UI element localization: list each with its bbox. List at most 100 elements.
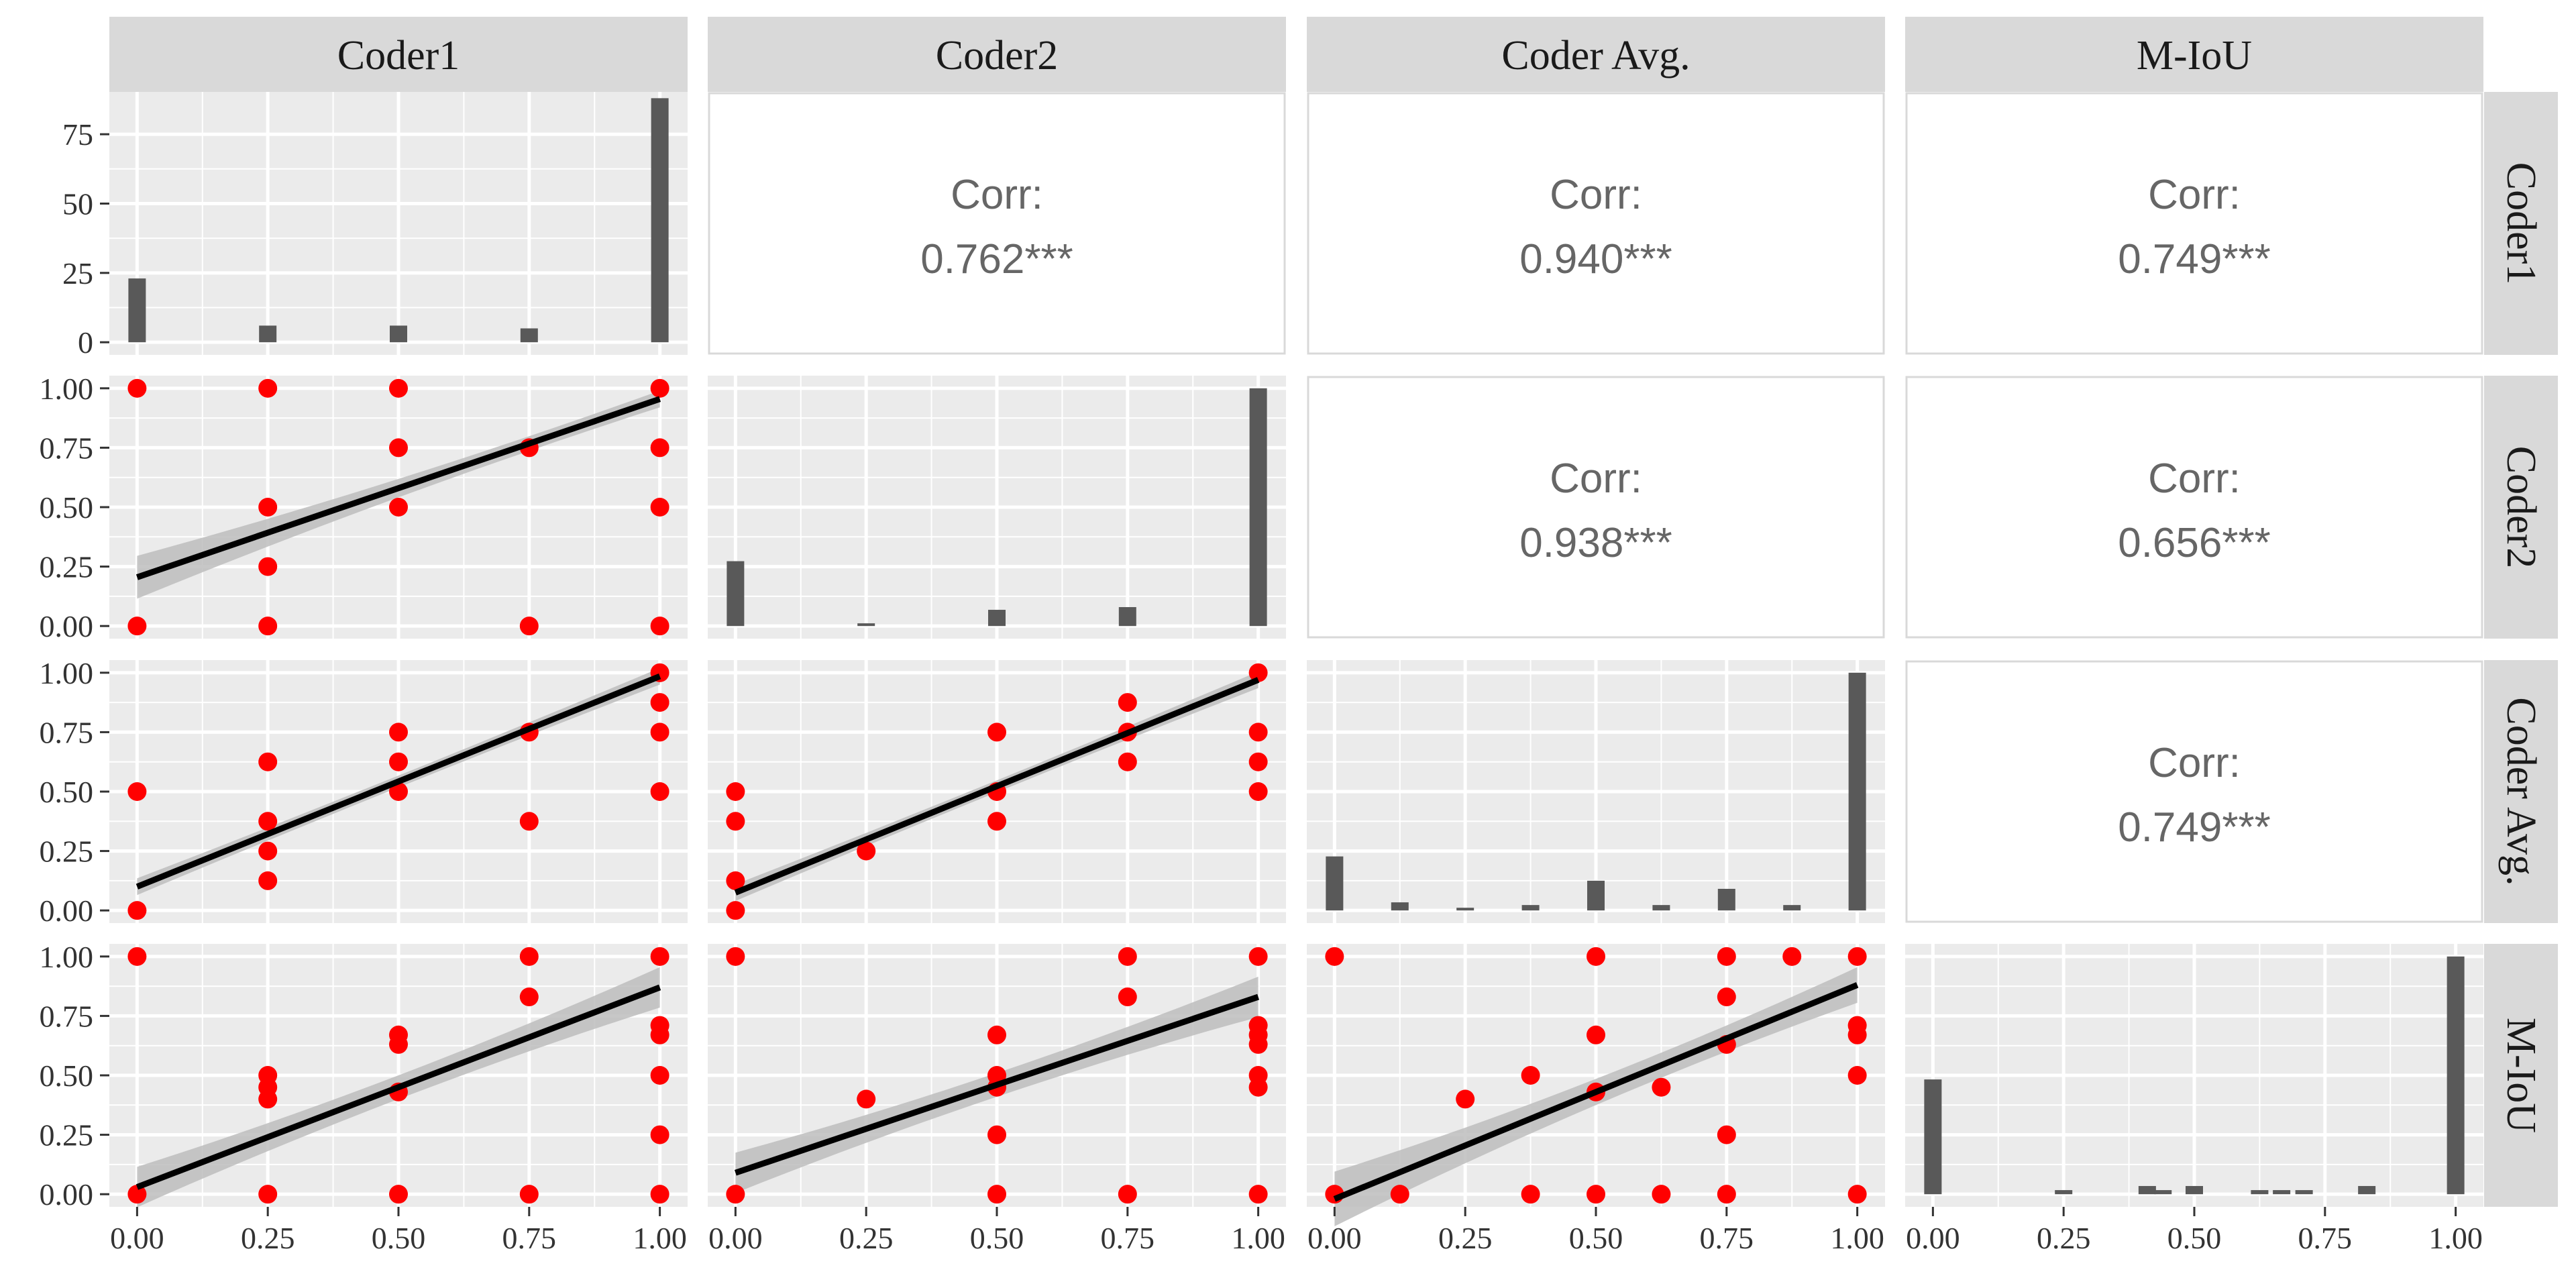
scatter-point bbox=[1847, 1066, 1867, 1085]
x-tick-label: 0.75 bbox=[2298, 1221, 2353, 1255]
axis-ticks-layer: 0 25 50 75 0.00 0.25 0.50 0.75 1.00 0.00 0.25 0.50 0… bbox=[40, 117, 2483, 1255]
corr-label: Corr: bbox=[2148, 455, 2241, 502]
scatter-point bbox=[726, 812, 745, 831]
scatter-point bbox=[1325, 947, 1344, 966]
scatter-point bbox=[127, 1185, 147, 1204]
y-tick-label: 0.25 bbox=[40, 835, 94, 869]
x-tick-label: 0.75 bbox=[1101, 1221, 1155, 1255]
right-strip-label-m-iou: M-IoU bbox=[2498, 1018, 2544, 1133]
y-tick-label: 0.75 bbox=[40, 715, 94, 749]
top-strip-label-coder-avg: Coder Avg. bbox=[1501, 33, 1690, 78]
top-strip bbox=[1905, 17, 2483, 92]
scatter-point bbox=[1847, 1185, 1867, 1204]
histogram-bar bbox=[2138, 1185, 2156, 1195]
histogram-bar bbox=[1587, 880, 1605, 911]
scatter-point bbox=[987, 722, 1006, 742]
panel-coder-avg-coder1 bbox=[109, 660, 688, 923]
histogram-bar bbox=[2358, 1185, 2376, 1195]
panel-coder1-m-iou: Corr: 0.749*** bbox=[1905, 92, 2483, 355]
x-tick-label: 1.00 bbox=[1231, 1221, 1285, 1255]
scatter-point bbox=[389, 438, 408, 458]
y-tick-label: 0.00 bbox=[40, 894, 94, 928]
corr-value: 0.762*** bbox=[920, 236, 1073, 282]
right-strip bbox=[2484, 376, 2558, 639]
corr-panel-border bbox=[1307, 376, 1885, 639]
regression-line bbox=[734, 677, 1260, 896]
top-strip bbox=[708, 17, 1286, 92]
histogram-bar bbox=[2447, 956, 2465, 1195]
corr-label: Corr: bbox=[2148, 740, 2241, 786]
scatter-point bbox=[1521, 1185, 1540, 1204]
scatter-point bbox=[650, 947, 669, 966]
corr-value: 0.749*** bbox=[2118, 804, 2271, 851]
histogram-bar bbox=[2154, 1190, 2172, 1195]
scatter-point bbox=[1847, 947, 1867, 966]
scatter-point bbox=[1248, 782, 1268, 801]
histogram-bar bbox=[1717, 888, 1735, 911]
corr-label: Corr: bbox=[951, 172, 1043, 218]
top-strip-label-coder2: Coder2 bbox=[936, 33, 1059, 78]
corr-panel-border bbox=[1905, 92, 2483, 355]
scatter-point bbox=[1717, 947, 1736, 966]
y-tick-label: 1.00 bbox=[40, 656, 94, 690]
regression-line bbox=[1333, 982, 1859, 1202]
scatter-point bbox=[987, 1185, 1006, 1204]
scatter-point bbox=[1248, 947, 1268, 966]
panel-m-iou-coder2 bbox=[708, 944, 1286, 1207]
scatter-point bbox=[1521, 1066, 1540, 1085]
scatter-point bbox=[650, 1125, 669, 1144]
x-tick-label: 0.00 bbox=[1906, 1221, 1960, 1255]
scatter-point bbox=[127, 901, 147, 920]
x-tick-label: 0.50 bbox=[1569, 1221, 1623, 1255]
scatter-point bbox=[1248, 663, 1268, 682]
scatter-point bbox=[389, 752, 408, 771]
scatter-point bbox=[389, 498, 408, 517]
panel-coder2-coder1 bbox=[109, 376, 688, 639]
scatter-point bbox=[1717, 1125, 1736, 1144]
scatter-point bbox=[857, 1089, 876, 1109]
histogram-bar bbox=[2055, 1190, 2073, 1195]
panel-coder-avg-m-iou: Corr: 0.749*** bbox=[1905, 660, 2483, 923]
histogram-bar bbox=[651, 98, 669, 343]
scatter-point bbox=[650, 693, 669, 712]
scatter-point bbox=[127, 947, 147, 966]
scatter-point bbox=[389, 722, 408, 742]
scatter-point bbox=[389, 782, 408, 801]
scatter-point bbox=[519, 812, 539, 831]
histogram-bar bbox=[857, 623, 875, 627]
scatter-point bbox=[127, 378, 147, 398]
y-tick-label: 0.25 bbox=[40, 550, 94, 584]
histogram-bar bbox=[1391, 902, 1409, 911]
right-strip bbox=[2484, 92, 2558, 355]
scatter-point bbox=[1652, 1185, 1671, 1204]
corr-value: 0.940*** bbox=[1519, 236, 1672, 282]
scatter-point bbox=[519, 1185, 539, 1204]
regression-line bbox=[136, 396, 661, 580]
y-tick-label: 0.75 bbox=[40, 999, 94, 1033]
scatter-point bbox=[987, 812, 1006, 831]
y-tick-label: 0.00 bbox=[40, 609, 94, 643]
panel-m-iou-coder1 bbox=[109, 944, 688, 1208]
top-strip bbox=[109, 17, 688, 92]
histogram-bar bbox=[1118, 606, 1136, 627]
scatter-point bbox=[1248, 1185, 1268, 1204]
x-tick-label: 1.00 bbox=[2428, 1221, 2483, 1255]
y-tick-label: 50 bbox=[62, 186, 93, 221]
scatter-point bbox=[127, 616, 147, 636]
panels-layer: Corr:0.762***Corr:0.940***Corr:0.749***C… bbox=[109, 92, 2483, 1226]
scatter-point bbox=[650, 1185, 669, 1204]
y-tick-label: 0 bbox=[78, 325, 93, 360]
x-tick-label: 0.25 bbox=[1438, 1221, 1493, 1255]
histogram-bar bbox=[128, 278, 146, 343]
x-tick-label: 0.75 bbox=[502, 1221, 557, 1255]
scatter-point bbox=[258, 841, 278, 861]
scatter-point bbox=[1717, 1185, 1736, 1204]
panel-coder2-coder2 bbox=[708, 376, 1286, 639]
scatter-point bbox=[1118, 987, 1137, 1007]
scatter-point bbox=[258, 616, 278, 636]
scatter-point bbox=[1248, 752, 1268, 771]
scatter-point bbox=[1248, 1034, 1268, 1054]
x-tick-label: 0.50 bbox=[372, 1221, 426, 1255]
y-tick-label: 0.75 bbox=[40, 431, 94, 465]
